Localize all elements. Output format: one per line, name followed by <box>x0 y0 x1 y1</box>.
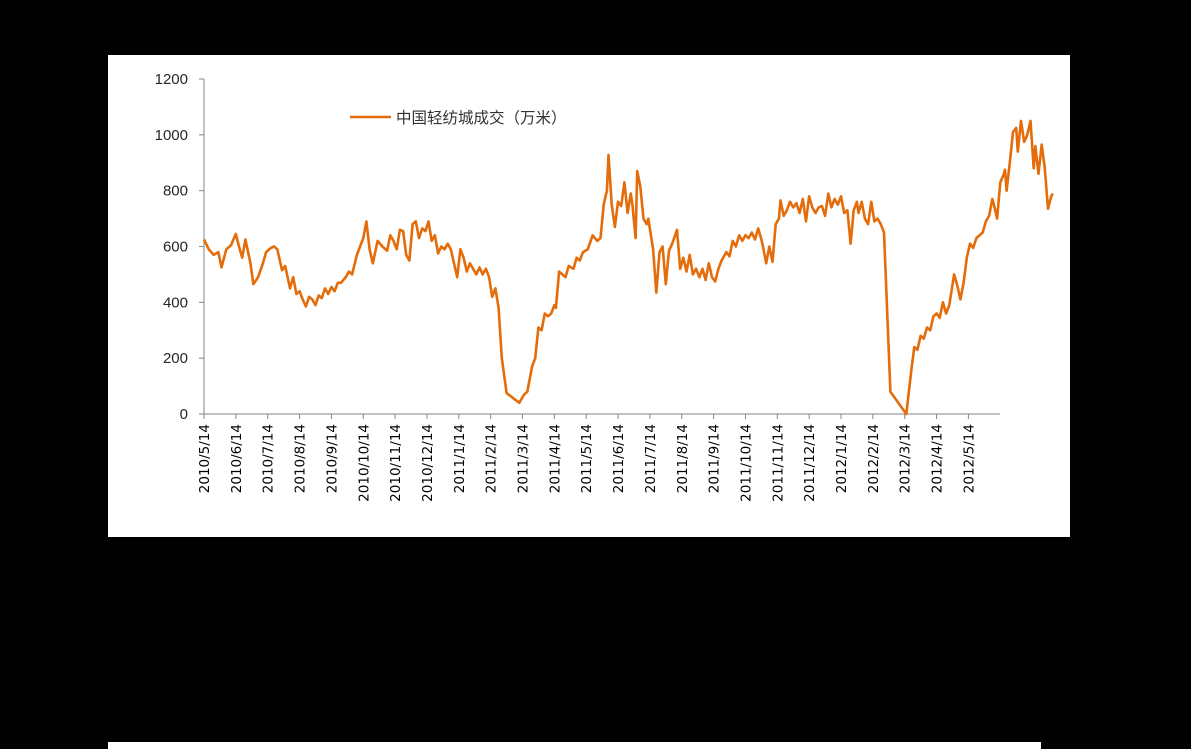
legend: 中国轻纺城成交（万米） <box>350 109 567 127</box>
x-tick-label: 2012/1/14 <box>834 424 850 493</box>
x-axis: 2010/5/14 2010/6/14 2010/7/14 2010/8/14 2010… <box>197 413 1000 502</box>
x-tick-label: 2011/4/14 <box>547 424 563 493</box>
x-tick-label: 2011/11/14 <box>770 424 786 502</box>
y-axis: 0 200 400 600 800 1000 1200 <box>155 71 205 423</box>
x-tick-label: 2011/2/14 <box>484 424 500 493</box>
x-tick-label: 2011/3/14 <box>516 424 532 493</box>
x-tick-label: 2011/8/14 <box>675 424 691 493</box>
legend-label: 中国轻纺城成交（万米） <box>396 109 567 127</box>
x-tick-label: 2010/11/14 <box>388 424 404 502</box>
y-tick-label: 1200 <box>155 71 188 88</box>
x-tick-label: 2010/5/14 <box>197 424 213 493</box>
x-tick-label: 2010/9/14 <box>324 424 340 493</box>
chart-panel <box>108 55 1070 537</box>
x-tick-label: 2010/8/14 <box>293 424 309 493</box>
y-tick-label: 0 <box>180 406 188 423</box>
y-tick-label: 800 <box>163 183 188 200</box>
y-tick-label: 1000 <box>155 127 188 144</box>
x-tick-label: 2011/10/14 <box>738 424 754 502</box>
y-tick-label: 400 <box>163 294 188 311</box>
y-tick-label: 600 <box>163 239 188 256</box>
series-line <box>202 119 1054 416</box>
x-tick-label: 2011/1/14 <box>452 424 468 493</box>
x-tick-label: 2011/5/14 <box>579 424 595 493</box>
x-tick-label: 2011/6/14 <box>611 424 627 493</box>
x-tick-label: 2012/4/14 <box>930 424 946 493</box>
x-tick-label: 2011/9/14 <box>707 424 723 493</box>
x-tick-label: 2012/3/14 <box>898 424 914 493</box>
y-tick-label: 200 <box>163 350 188 367</box>
x-tick-label: 2012/2/14 <box>866 424 882 493</box>
x-tick-label: 2010/7/14 <box>261 424 277 493</box>
bottom-white-strip <box>108 742 1041 749</box>
x-tick-label: 2010/10/14 <box>356 424 372 502</box>
x-tick-label: 2012/5/14 <box>961 424 977 493</box>
x-tick-label: 2010/12/14 <box>420 424 436 502</box>
x-tick-label: 2010/6/14 <box>229 424 245 493</box>
x-tick-label: 2011/7/14 <box>643 424 659 493</box>
x-tick-label: 2011/12/14 <box>802 424 818 502</box>
